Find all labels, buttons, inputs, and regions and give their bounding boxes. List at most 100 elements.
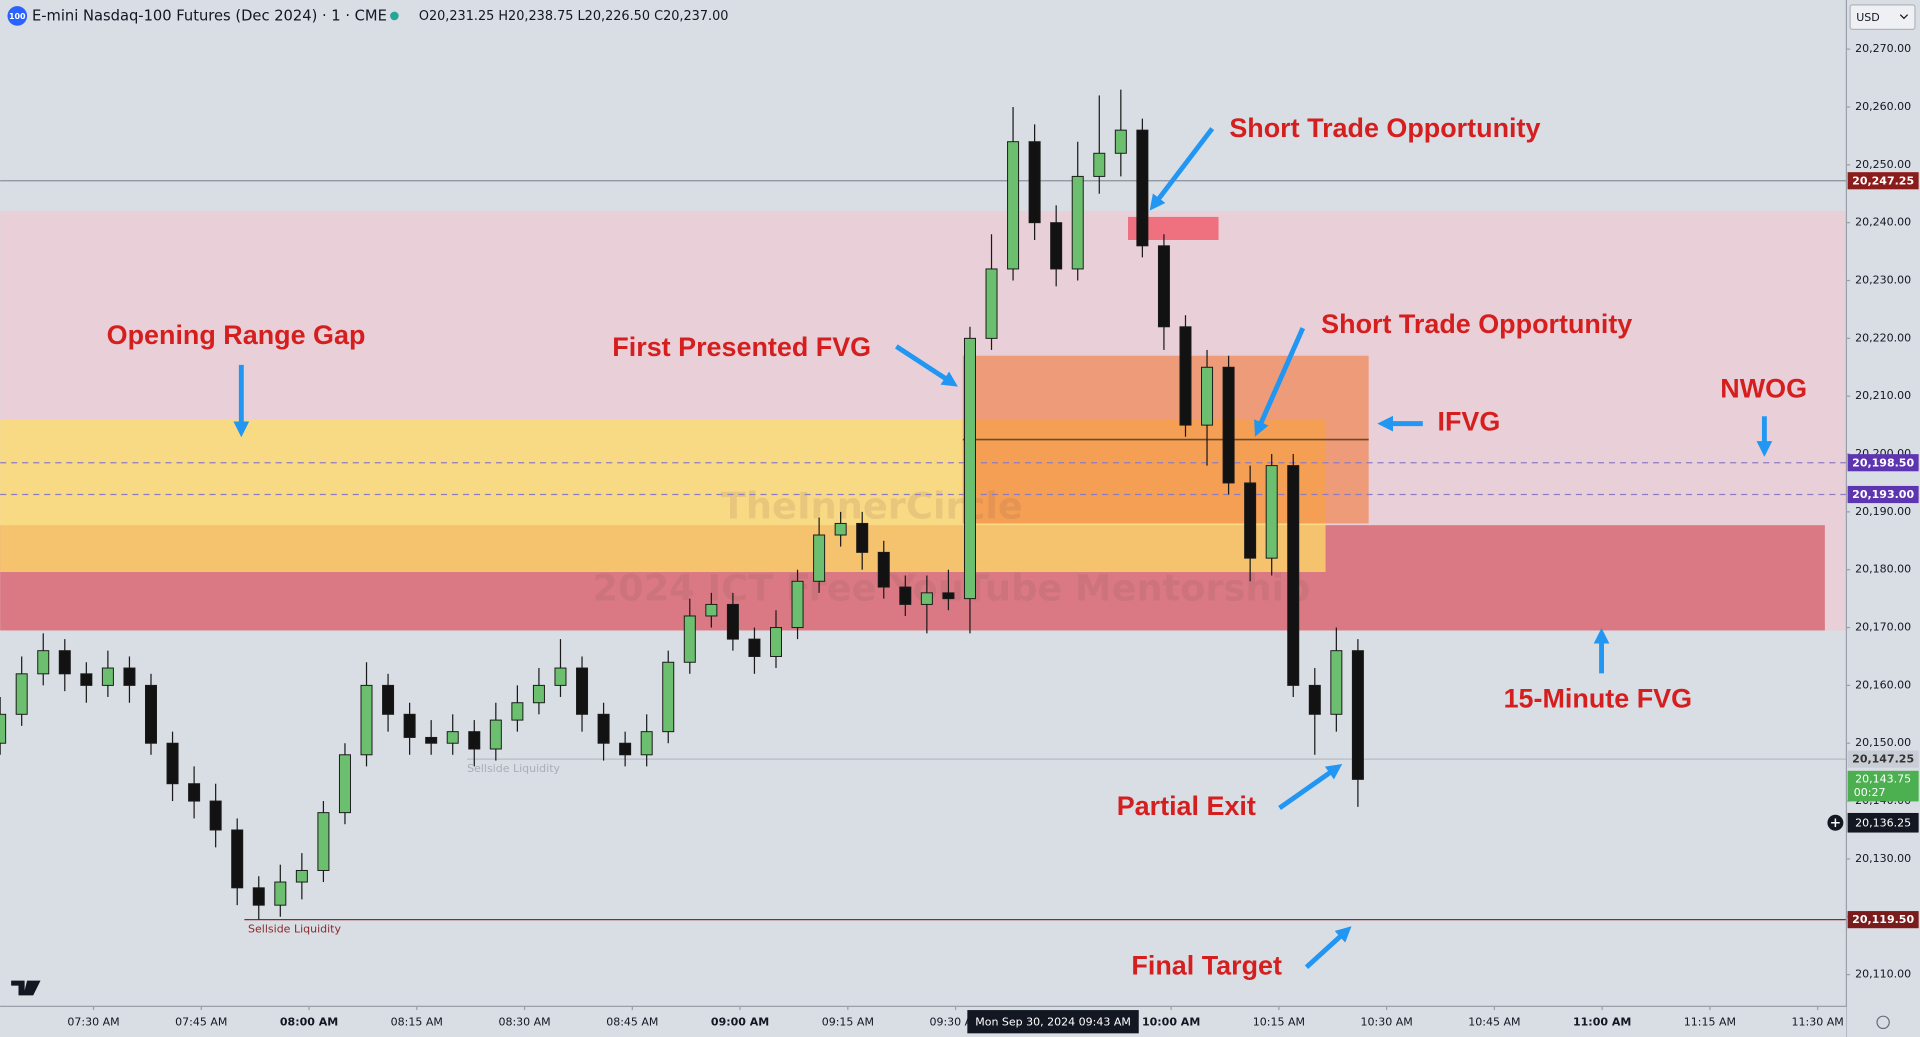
candle-body bbox=[813, 534, 826, 582]
candle-body bbox=[1244, 482, 1257, 559]
price-tag-label: 20,193.00 bbox=[1852, 488, 1914, 501]
candle-body bbox=[446, 731, 459, 744]
x-tick-label: 08:00 AM bbox=[280, 1015, 338, 1028]
y-tick-label: 20,190.00 bbox=[1855, 505, 1911, 518]
crosshair-add-icon bbox=[1831, 818, 1840, 828]
annotation: Short Trade Opportunity bbox=[1229, 113, 1540, 143]
price-tag bbox=[1847, 485, 1919, 504]
y-tick-label: 20,110.00 bbox=[1855, 968, 1911, 981]
y-tick-label: 20,220.00 bbox=[1855, 331, 1911, 344]
candle-body bbox=[1201, 366, 1214, 426]
zone bbox=[1128, 216, 1219, 241]
candle-body bbox=[856, 522, 869, 553]
symbol-badge: 100 bbox=[9, 12, 26, 21]
candle-body bbox=[468, 731, 481, 750]
price-tag bbox=[1847, 454, 1919, 472]
candle-body bbox=[791, 580, 804, 629]
crosshair-time-label: Mon Sep 30, 2024 09:43 AM bbox=[975, 1015, 1131, 1028]
y-tick-label: 20,160.00 bbox=[1855, 678, 1911, 691]
x-tick-label: 10:15 AM bbox=[1253, 1015, 1305, 1028]
current-price-label: 20,143.75 bbox=[1855, 772, 1911, 785]
candle-body bbox=[662, 661, 675, 733]
candle-body bbox=[360, 684, 373, 756]
x-tick-label: 11:30 AM bbox=[1792, 1015, 1844, 1028]
price-tag-label: 20,119.50 bbox=[1852, 913, 1914, 926]
x-tick-label: 07:45 AM bbox=[175, 1015, 227, 1028]
candle-body bbox=[899, 586, 912, 605]
candle-body bbox=[1050, 222, 1063, 270]
annotation: Short Trade Opportunity bbox=[1321, 309, 1632, 339]
candle-body bbox=[338, 754, 351, 814]
candle-body bbox=[1007, 141, 1020, 270]
candle-body bbox=[1093, 152, 1106, 177]
x-tick-label: 09:00 AM bbox=[711, 1015, 769, 1028]
x-tick-label: 10:30 AM bbox=[1361, 1015, 1413, 1028]
y-tick-label: 20,130.00 bbox=[1855, 852, 1911, 865]
candle-body bbox=[597, 713, 610, 744]
x-tick-label: 10:00 AM bbox=[1142, 1015, 1200, 1028]
candle-body bbox=[15, 673, 28, 715]
crosshair-price-tag bbox=[1847, 812, 1919, 833]
candle-body bbox=[640, 731, 653, 756]
x-tick-label: 11:00 AM bbox=[1573, 1015, 1631, 1028]
x-tick-label: 09:15 AM bbox=[822, 1015, 874, 1028]
watermark: TheInnerCircle bbox=[721, 485, 1023, 528]
candle-body bbox=[942, 592, 955, 600]
settings-icon[interactable] bbox=[1876, 1015, 1890, 1030]
price-tag-label: 20,198.50 bbox=[1852, 456, 1914, 469]
annotation-arrow bbox=[1278, 764, 1343, 811]
candle-body bbox=[144, 684, 157, 744]
y-tick-label: 20,150.00 bbox=[1855, 736, 1911, 749]
candle-body bbox=[1114, 129, 1127, 154]
candle-body bbox=[1287, 465, 1300, 686]
annotation: First Presented FVG bbox=[612, 332, 871, 362]
currency-button[interactable] bbox=[1849, 4, 1916, 30]
x-tick-label: 07:30 AM bbox=[67, 1015, 119, 1028]
candle-body bbox=[80, 673, 93, 686]
candle-body bbox=[425, 736, 438, 744]
candle-body bbox=[123, 667, 136, 686]
price-tag bbox=[1847, 172, 1919, 190]
annotation: 15-Minute FVG bbox=[1504, 683, 1692, 713]
x-tick-label: 08:45 AM bbox=[606, 1015, 658, 1028]
price-axis bbox=[1846, 0, 1920, 1037]
x-tick-label: 08:15 AM bbox=[391, 1015, 443, 1028]
price-tag-label: 20,147.25 bbox=[1852, 753, 1914, 766]
price-tag-label: 20,247.25 bbox=[1852, 174, 1914, 187]
candle-body bbox=[1265, 465, 1278, 559]
candle-body bbox=[511, 702, 524, 721]
candle-body bbox=[1222, 366, 1235, 484]
x-tick-label: 08:30 AM bbox=[498, 1015, 550, 1028]
annotation: Final Target bbox=[1131, 950, 1282, 980]
liquidity-label: Sellside Liquidity bbox=[248, 922, 341, 935]
candle-body bbox=[37, 650, 50, 675]
candle-body bbox=[231, 829, 244, 889]
price-tag bbox=[1847, 911, 1919, 929]
candle-body bbox=[920, 592, 933, 605]
y-tick-label: 20,250.00 bbox=[1855, 158, 1911, 171]
settings-gear[interactable] bbox=[1876, 1015, 1890, 1030]
candle-body bbox=[489, 719, 502, 750]
candle-body bbox=[101, 667, 114, 686]
price-tag bbox=[1847, 750, 1919, 768]
candle-body bbox=[1351, 650, 1364, 780]
liquidity-label: Sellside Liquidity bbox=[467, 762, 560, 775]
time-axis bbox=[0, 1006, 1847, 1037]
annotation-arrow bbox=[894, 344, 958, 387]
x-tick-label: 10:45 AM bbox=[1468, 1015, 1520, 1028]
candle-body bbox=[252, 887, 265, 906]
market-status bbox=[390, 11, 399, 21]
candle-body bbox=[1308, 684, 1321, 715]
candle-body bbox=[0, 713, 7, 744]
annotation: Opening Range Gap bbox=[107, 320, 366, 350]
candle-body bbox=[58, 650, 71, 675]
candle-body bbox=[748, 638, 761, 657]
y-tick-label: 20,270.00 bbox=[1855, 42, 1911, 55]
annotation: NWOG bbox=[1720, 374, 1807, 404]
candle-body bbox=[963, 337, 976, 600]
y-tick-label: 20,230.00 bbox=[1855, 274, 1911, 287]
y-tick-label: 20,180.00 bbox=[1855, 563, 1911, 576]
